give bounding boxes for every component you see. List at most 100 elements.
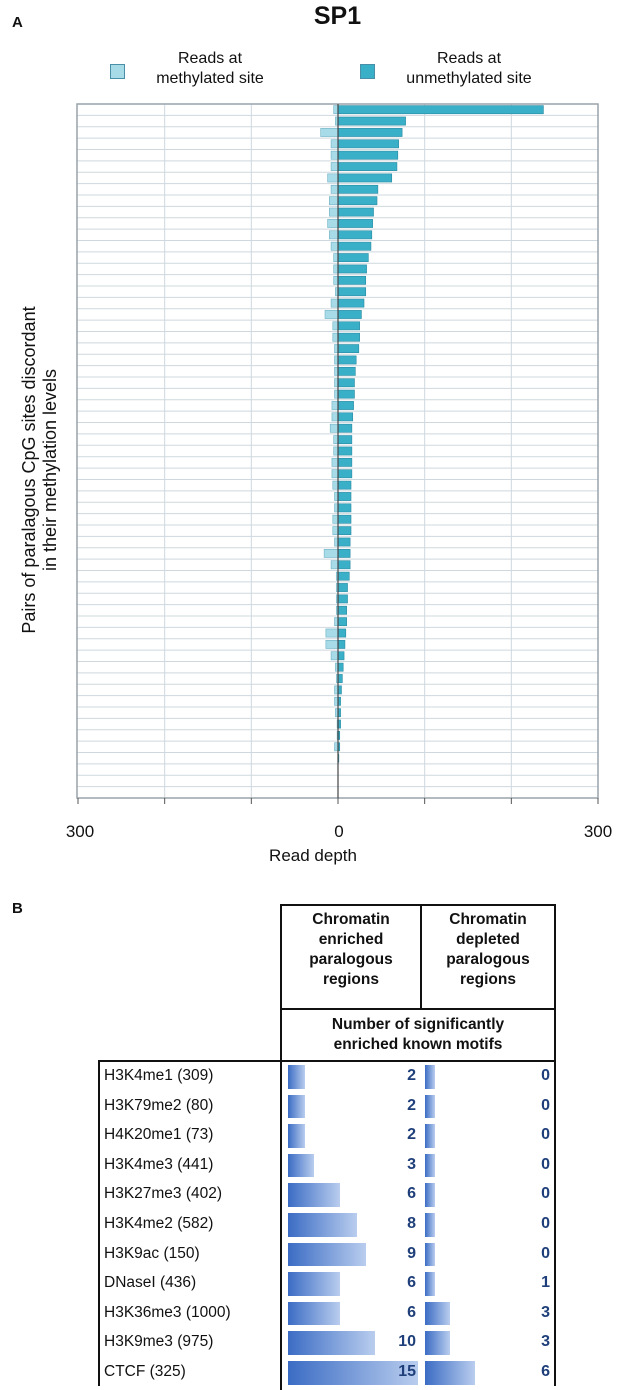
bar-methylated [333, 253, 339, 262]
depleted-bar [425, 1094, 435, 1119]
row-label: H3K27me3 (402) [104, 1185, 223, 1203]
row-label: CTCF (325) [104, 1363, 186, 1380]
bar-unmethylated [337, 162, 398, 171]
depleted-count: 0 [541, 1185, 550, 1203]
table-divider [280, 1060, 282, 1390]
subheader-motifs: Number of significantly enriched known m… [280, 1008, 556, 1062]
bar-unmethylated [337, 207, 374, 217]
legend-label-unmethylated: Reads at unmethylated site [406, 50, 532, 87]
bar-methylated [333, 446, 339, 456]
enriched-bar [288, 1213, 358, 1237]
bar-unmethylated [337, 537, 351, 547]
panel-b-letter: B [12, 900, 23, 917]
bar-unmethylated [337, 128, 403, 137]
bar-methylated [320, 128, 339, 137]
header-enriched: Chromatin enriched paralogous regions [280, 904, 422, 1010]
enriched-count: 10 [398, 1333, 416, 1351]
depleted-bar [425, 1331, 450, 1355]
bar-unmethylated [337, 435, 353, 445]
bar-unmethylated [337, 571, 350, 581]
bar-unmethylated [337, 253, 369, 262]
bar-unmethylated [337, 492, 352, 501]
row-label: H4K20me1 (73) [104, 1126, 214, 1144]
row-label: H3K79me2 (80) [104, 1096, 214, 1114]
enriched-count: 6 [407, 1274, 416, 1292]
depleted-count: 3 [541, 1303, 550, 1321]
bar-unmethylated [337, 366, 356, 376]
bar-unmethylated [337, 389, 355, 399]
bar-unmethylated [337, 196, 378, 206]
enriched-bar [288, 1242, 366, 1267]
bar-methylated [330, 298, 339, 308]
bar-methylated [330, 162, 339, 171]
bar-methylated [331, 469, 339, 479]
bar-methylated [330, 150, 339, 160]
legend-swatch-unmethylated [360, 64, 375, 79]
depleted-count: 0 [541, 1096, 550, 1114]
bar-methylated [333, 105, 339, 115]
row-label: H3K4me1 (309) [104, 1067, 214, 1084]
bar-unmethylated [337, 640, 346, 649]
bar-unmethylated [337, 548, 351, 558]
bar-unmethylated [337, 139, 399, 149]
legend-swatch-methylated [110, 64, 125, 79]
bar-unmethylated [337, 321, 360, 331]
bar-methylated [327, 219, 339, 228]
enriched-bar [288, 1094, 306, 1119]
depleted-count: 6 [541, 1363, 550, 1380]
enriched-count: 2 [407, 1067, 416, 1084]
depleted-count: 0 [541, 1215, 550, 1232]
bar-unmethylated [337, 105, 544, 115]
enriched-count: 6 [407, 1185, 416, 1203]
x-tick-label-right: 300 [583, 822, 613, 841]
bar-methylated [330, 139, 339, 149]
bar-unmethylated [337, 469, 353, 479]
legend-label-methylated: Reads at methylated site [156, 50, 264, 87]
bar-unmethylated [337, 423, 353, 433]
row-label: DNaseI (436) [104, 1274, 197, 1292]
bar-unmethylated [337, 480, 352, 490]
bar-methylated [330, 184, 339, 194]
bar-unmethylated [337, 173, 393, 183]
row-label: H3K36me3 (1000) [104, 1303, 231, 1321]
enriched-count: 2 [407, 1126, 416, 1144]
bar-methylated [333, 435, 339, 445]
bar-methylated [329, 423, 339, 433]
x-axis-label: Read depth [269, 846, 357, 865]
x-tick-label-zero: 0 [334, 822, 344, 841]
bar-methylated [332, 480, 339, 490]
enriched-bar [288, 1183, 340, 1207]
bar-unmethylated [337, 184, 379, 194]
enriched-bar [288, 1065, 306, 1089]
enriched-bar [288, 1361, 418, 1385]
bar-unmethylated [337, 332, 360, 342]
bar-unmethylated [337, 412, 354, 422]
bar-chart [76, 103, 599, 804]
bar-unmethylated [337, 150, 399, 160]
bar-methylated [325, 640, 339, 649]
bar-methylated [333, 275, 339, 285]
bar-unmethylated [337, 628, 347, 638]
bar-methylated [331, 457, 339, 467]
bar-unmethylated [337, 605, 347, 615]
bar-unmethylated [337, 241, 372, 251]
enriched-count: 8 [407, 1215, 416, 1232]
bar-unmethylated [337, 617, 347, 627]
bar-unmethylated [337, 275, 367, 285]
bar-unmethylated [337, 230, 373, 240]
enriched-bar [288, 1124, 306, 1148]
enriched-bar [288, 1153, 314, 1178]
bar-methylated [329, 230, 339, 240]
bar-unmethylated [337, 560, 351, 570]
bar-unmethylated [337, 674, 343, 683]
enriched-bar [288, 1272, 340, 1296]
bar-methylated [331, 401, 339, 410]
x-tick-label-left: 300 [65, 822, 95, 841]
bar-methylated [332, 332, 339, 342]
bar-methylated [330, 241, 339, 251]
enriched-count: 15 [398, 1363, 416, 1380]
bar-methylated [327, 173, 339, 183]
depleted-count: 0 [541, 1126, 550, 1144]
motif-table-frame [98, 1060, 556, 1386]
bar-methylated [329, 207, 339, 217]
